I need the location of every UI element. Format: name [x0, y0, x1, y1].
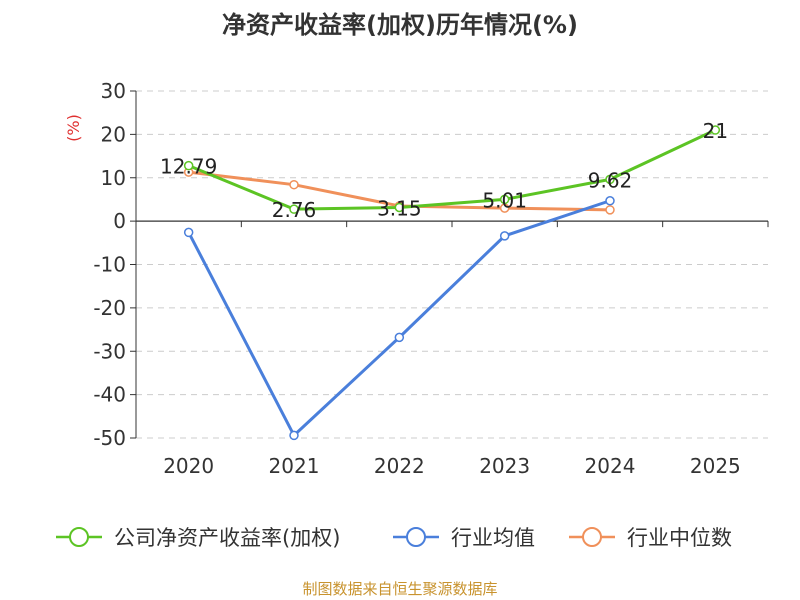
- data-label: 21: [703, 119, 728, 143]
- y-tick-label: 20: [101, 122, 126, 146]
- legend-label: 公司净资产收益率(加权): [114, 526, 340, 550]
- data-labels: 12.79 2.76 3.15 5.01 9.62 21: [160, 119, 728, 222]
- x-tick-label: 2020: [163, 454, 214, 478]
- grid-lines: [136, 90, 768, 439]
- data-point: [394, 202, 405, 213]
- data-label: 3.15: [377, 196, 422, 220]
- legend-item[interactable]: 公司净资产收益率(加权): [56, 526, 340, 550]
- x-tick-label: 2024: [585, 454, 636, 478]
- data-point: [183, 227, 194, 238]
- data-point: [289, 430, 299, 441]
- data-point: [605, 174, 615, 185]
- x-tick-label: 2023: [479, 454, 530, 478]
- data-point: [605, 205, 615, 215]
- legend: 公司净资产收益率(加权) 行业均值 行业中位数: [56, 526, 732, 550]
- data-label: 9.62: [588, 168, 633, 192]
- source-note: 制图数据来自恒生聚源数据库: [302, 580, 497, 598]
- y-tick-label: 10: [101, 166, 126, 190]
- y-axis-label: (%): [64, 114, 83, 142]
- y-tick-label: -20: [93, 296, 126, 320]
- data-point: [499, 194, 510, 205]
- data-point: [289, 204, 299, 214]
- series-1: [183, 195, 615, 441]
- series-line: [188, 128, 716, 211]
- series-lines: [183, 125, 721, 441]
- data-point: [289, 179, 299, 190]
- data-point: [710, 125, 721, 135]
- axes: 30 20 10 0 -10 -20 -30 -40 -50 2020 2021 2022 2023 20…: [93, 79, 769, 478]
- legend-label: 行业中位数: [627, 526, 732, 550]
- x-tick-label: 2022: [374, 454, 425, 478]
- legend-swatch-marker: [406, 527, 426, 547]
- data-point: [605, 195, 615, 206]
- series-line: [187, 199, 611, 437]
- legend-item[interactable]: 行业均值: [393, 526, 535, 550]
- data-point: [499, 231, 510, 241]
- y-tick-label: 30: [101, 79, 126, 103]
- y-tick-label: -50: [93, 426, 126, 450]
- series-0: [183, 125, 721, 214]
- data-label: 5.01: [482, 188, 527, 212]
- y-tick-label: -40: [93, 383, 126, 407]
- legend-swatch-marker: [69, 527, 89, 547]
- y-tick-label: -10: [93, 253, 126, 277]
- y-tick-label: -30: [93, 339, 126, 363]
- data-point: [394, 332, 405, 343]
- data-point: [183, 160, 194, 171]
- legend-item[interactable]: 行业中位数: [569, 526, 732, 550]
- legend-label: 行业均值: [451, 526, 535, 550]
- legend-swatch-marker: [582, 527, 602, 547]
- data-label: 2.76: [272, 198, 317, 222]
- x-tick-label: 2025: [690, 454, 741, 478]
- data-label: 12.79: [160, 155, 217, 179]
- chart-title: 净资产收益率(加权)历年情况(%): [222, 11, 578, 39]
- x-tick-label: 2021: [269, 454, 320, 478]
- y-tick-label: 0: [113, 209, 126, 233]
